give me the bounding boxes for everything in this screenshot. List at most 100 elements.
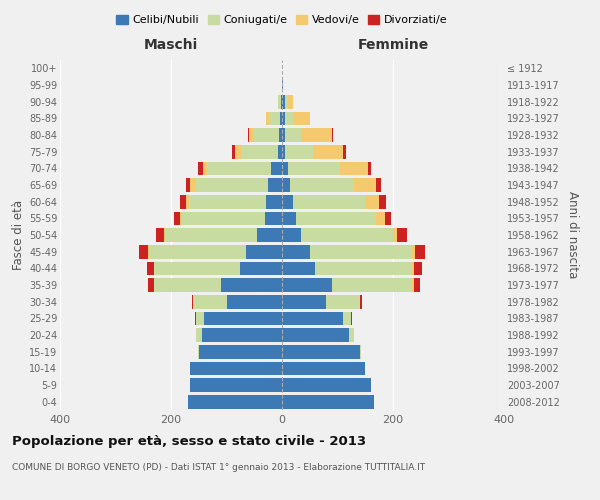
Bar <box>221 278 282 292</box>
Bar <box>282 278 332 292</box>
Bar <box>301 228 393 242</box>
Text: Maschi: Maschi <box>144 38 198 52</box>
Bar <box>290 178 354 192</box>
Bar <box>190 378 282 392</box>
Bar <box>282 128 285 142</box>
Bar <box>248 128 249 142</box>
Bar <box>148 278 154 292</box>
Bar <box>285 112 293 125</box>
Bar <box>360 345 361 358</box>
Bar <box>282 295 326 308</box>
Bar <box>282 145 285 158</box>
Bar <box>414 262 422 275</box>
Bar <box>154 278 221 292</box>
Bar <box>181 195 186 208</box>
Bar <box>197 345 199 358</box>
Bar <box>235 145 241 158</box>
Bar <box>280 112 282 125</box>
Bar <box>287 162 340 175</box>
Bar <box>188 395 282 408</box>
Text: COMUNE DI BORGO VENETO (PD) - Dati ISTAT 1° gennaio 2013 - Elaborazione TUTTITAL: COMUNE DI BORGO VENETO (PD) - Dati ISTAT… <box>12 462 425 471</box>
Bar <box>282 162 287 175</box>
Bar <box>232 145 235 158</box>
Bar <box>282 328 349 342</box>
Bar <box>278 95 281 108</box>
Bar <box>196 328 202 342</box>
Bar <box>301 128 332 142</box>
Bar <box>393 228 397 242</box>
Bar <box>186 195 189 208</box>
Bar <box>412 278 413 292</box>
Bar <box>282 362 365 375</box>
Bar <box>360 295 362 308</box>
Bar <box>279 128 282 142</box>
Bar <box>282 228 301 242</box>
Bar <box>282 378 371 392</box>
Bar <box>271 162 282 175</box>
Bar <box>412 245 415 258</box>
Bar <box>241 262 282 275</box>
Bar <box>332 128 333 142</box>
Bar <box>196 178 268 192</box>
Bar <box>376 212 385 225</box>
Bar <box>385 212 391 225</box>
Bar <box>282 395 374 408</box>
Bar <box>376 178 381 192</box>
Bar <box>415 245 425 258</box>
Bar <box>268 178 282 192</box>
Bar <box>354 178 376 192</box>
Bar <box>296 212 376 225</box>
Bar <box>282 212 296 225</box>
Bar <box>265 212 282 225</box>
Bar <box>164 228 166 242</box>
Bar <box>186 178 190 192</box>
Bar <box>313 145 343 158</box>
Bar <box>412 262 414 275</box>
Bar <box>413 278 420 292</box>
Bar <box>332 278 412 292</box>
Bar <box>199 345 282 358</box>
Bar <box>293 195 365 208</box>
Bar <box>285 128 301 142</box>
Bar <box>340 162 368 175</box>
Bar <box>397 228 407 242</box>
Bar <box>282 178 290 192</box>
Bar <box>282 262 316 275</box>
Bar <box>285 95 287 108</box>
Bar <box>266 112 269 125</box>
Bar <box>282 195 293 208</box>
Bar <box>281 95 282 108</box>
Bar <box>204 312 282 325</box>
Bar <box>269 112 280 125</box>
Bar <box>287 95 293 108</box>
Bar <box>139 245 148 258</box>
Bar <box>203 162 207 175</box>
Bar <box>285 145 313 158</box>
Bar <box>156 228 164 242</box>
Bar <box>349 328 354 342</box>
Bar <box>202 328 282 342</box>
Bar <box>190 362 282 375</box>
Bar <box>293 112 310 125</box>
Bar <box>166 228 257 242</box>
Bar <box>182 212 265 225</box>
Bar <box>241 145 278 158</box>
Bar <box>227 295 282 308</box>
Legend: Celibi/Nubili, Coniugati/e, Vedovi/e, Divorziati/e: Celibi/Nubili, Coniugati/e, Vedovi/e, Di… <box>112 10 452 30</box>
Bar <box>316 262 412 275</box>
Bar <box>180 212 182 225</box>
Bar <box>189 195 266 208</box>
Bar <box>154 262 241 275</box>
Text: Popolazione per età, sesso e stato civile - 2013: Popolazione per età, sesso e stato civil… <box>12 435 366 448</box>
Bar <box>249 128 254 142</box>
Bar <box>343 145 346 158</box>
Bar <box>246 245 282 258</box>
Bar <box>365 195 379 208</box>
Text: Femmine: Femmine <box>358 38 428 52</box>
Bar <box>343 312 352 325</box>
Bar <box>190 178 196 192</box>
Bar <box>266 195 282 208</box>
Bar <box>147 262 154 275</box>
Bar <box>196 312 204 325</box>
Bar <box>198 162 203 175</box>
